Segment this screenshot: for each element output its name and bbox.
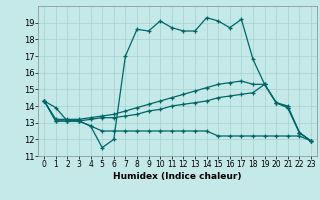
X-axis label: Humidex (Indice chaleur): Humidex (Indice chaleur) — [113, 172, 242, 181]
